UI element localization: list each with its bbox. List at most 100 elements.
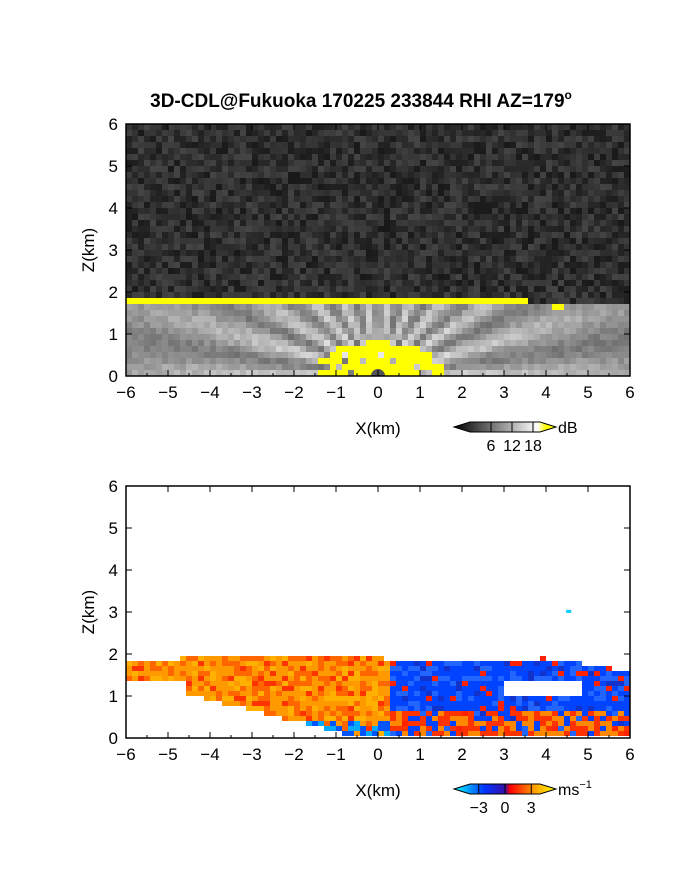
reflectivity-cell: [384, 250, 390, 256]
reflectivity-cell: [528, 214, 534, 220]
velocity-cell: [462, 671, 468, 676]
reflectivity-cell: [474, 178, 480, 184]
reflectivity-cell: [408, 328, 414, 334]
reflectivity-cell: [384, 364, 390, 370]
reflectivity-cell: [414, 262, 420, 268]
reflectivity-cell: [402, 142, 408, 148]
velocity-cell: [408, 676, 414, 681]
reflectivity-cell: [222, 286, 228, 292]
reflectivity-cell: [480, 316, 486, 322]
velocity-cell: [324, 721, 330, 726]
reflectivity-cell: [360, 364, 366, 370]
velocity-cell: [432, 731, 438, 736]
reflectivity-cell: [240, 202, 246, 208]
velocity-cell: [450, 681, 456, 686]
reflectivity-cell: [336, 190, 342, 196]
reflectivity-cell: [222, 256, 228, 262]
reflectivity-cell: [582, 346, 588, 352]
reflectivity-cell: [444, 310, 450, 316]
reflectivity-cell: [378, 142, 384, 148]
reflectivity-cell: [480, 220, 486, 226]
reflectivity-cell: [480, 244, 486, 250]
reflectivity-cell: [504, 286, 510, 292]
velocity-cell: [486, 716, 492, 721]
reflectivity-cell: [312, 160, 318, 166]
reflectivity-cell: [354, 292, 360, 298]
reflectivity-cell: [336, 130, 342, 136]
reflectivity-cell: [318, 166, 324, 172]
velocity-cell: [492, 721, 498, 726]
reflectivity-cell: [456, 310, 462, 316]
reflectivity-cell: [414, 340, 420, 346]
velocity-cell: [510, 721, 516, 726]
velocity-cell: [468, 711, 474, 716]
velocity-cell: [324, 691, 330, 696]
reflectivity-cell: [342, 286, 348, 292]
reflectivity-cell: [228, 184, 234, 190]
reflectivity-cell: [306, 370, 312, 376]
reflectivity-cell: [198, 148, 204, 154]
velocity-cell: [468, 666, 474, 671]
reflectivity-cell: [558, 220, 564, 226]
reflectivity-cell: [438, 232, 444, 238]
velocity-cell: [318, 706, 324, 711]
reflectivity-cell: [300, 244, 306, 250]
reflectivity-cell: [390, 238, 396, 244]
reflectivity-cell: [456, 334, 462, 340]
velocity-cell: [198, 656, 204, 661]
reflectivity-cell: [420, 352, 426, 358]
reflectivity-cell: [186, 268, 192, 274]
reflectivity-cell: [240, 238, 246, 244]
reflectivity-cell: [408, 352, 414, 358]
reflectivity-cell: [156, 250, 162, 256]
reflectivity-cell: [426, 352, 432, 358]
reflectivity-cell: [486, 322, 492, 328]
reflectivity-cell: [408, 196, 414, 202]
reflectivity-cell: [468, 364, 474, 370]
reflectivity-cell: [318, 346, 324, 352]
reflectivity-cell: [414, 364, 420, 370]
reflectivity-cell: [456, 340, 462, 346]
velocity-cell: [522, 726, 528, 731]
reflectivity-cell: [498, 322, 504, 328]
reflectivity-cell: [252, 250, 258, 256]
reflectivity-cell: [330, 322, 336, 328]
reflectivity-cell: [456, 196, 462, 202]
reflectivity-cell: [180, 346, 186, 352]
velocity-cell: [606, 666, 612, 671]
velocity-cell: [324, 711, 330, 716]
reflectivity-cell: [492, 184, 498, 190]
velocity-cell: [300, 681, 306, 686]
velocity-cell: [258, 681, 264, 686]
reflectivity-cell: [234, 268, 240, 274]
velocity-cell: [258, 686, 264, 691]
reflectivity-cell: [528, 196, 534, 202]
reflectivity-cell: [324, 172, 330, 178]
reflectivity-cell: [540, 268, 546, 274]
reflectivity-cell: [522, 364, 528, 370]
reflectivity-cell: [336, 292, 342, 298]
reflectivity-cell: [180, 334, 186, 340]
reflectivity-cell: [240, 358, 246, 364]
reflectivity-cell: [456, 208, 462, 214]
reflectivity-cell: [384, 274, 390, 280]
reflectivity-cell: [162, 196, 168, 202]
reflectivity-cell: [144, 136, 150, 142]
reflectivity-cell: [174, 244, 180, 250]
reflectivity-cell: [558, 214, 564, 220]
reflectivity-cell: [504, 172, 510, 178]
velocity-cell: [306, 716, 312, 721]
velocity-cell: [222, 661, 228, 666]
reflectivity-cell: [540, 154, 546, 160]
reflectivity-cell: [414, 298, 420, 304]
reflectivity-cell: [288, 154, 294, 160]
reflectivity-cell: [294, 346, 300, 352]
velocity-cell: [408, 731, 414, 736]
reflectivity-cell: [168, 190, 174, 196]
reflectivity-cell: [318, 274, 324, 280]
reflectivity-cell: [204, 304, 210, 310]
reflectivity-cell: [174, 154, 180, 160]
reflectivity-cell: [564, 238, 570, 244]
reflectivity-cell: [456, 280, 462, 286]
reflectivity-cell: [408, 202, 414, 208]
